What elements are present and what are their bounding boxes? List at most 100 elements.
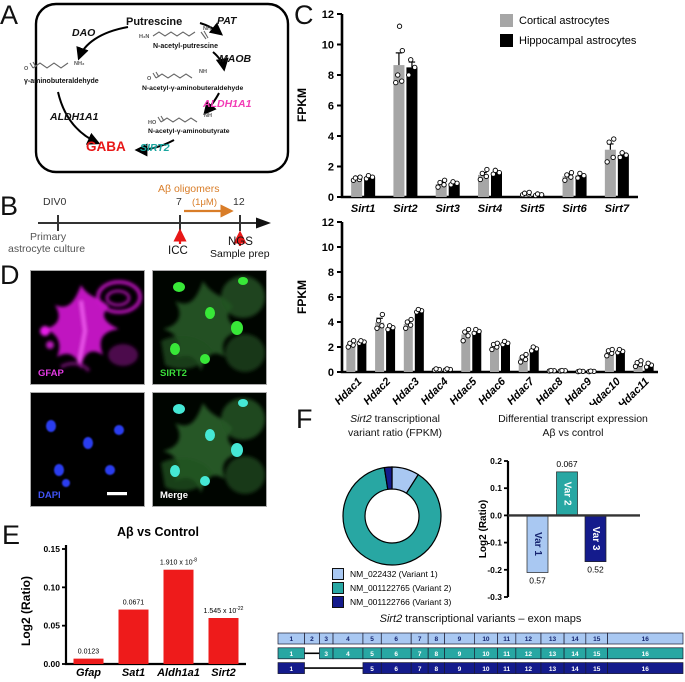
data-point <box>396 23 403 29</box>
x-category-label: Hdac11 <box>616 376 652 405</box>
fpkm-bar-charts: 0 2 4 6 8 10 12 FPKM Sirt1 Sirt2 Sirt3 Sirt4 Sirt5 Si… <box>295 9 658 405</box>
exon-number: 11 <box>503 651 510 658</box>
molecule-nacetyl-gab-butyrate-structure <box>157 115 198 123</box>
chem-label-ho: HO <box>148 120 157 126</box>
ab-oligomers-label: Aβ oligomers <box>158 183 220 195</box>
bar <box>375 322 385 372</box>
legend-label-cortical: Cortical astrocytes <box>519 14 610 27</box>
panel-e-label: E <box>2 520 21 550</box>
y-axis-title: Log2 (Ratio) <box>19 576 33 646</box>
exon-number: 9 <box>458 651 462 658</box>
bar <box>351 178 363 197</box>
data-point <box>534 191 541 197</box>
molecule-nacetyl-putrescine-structure <box>152 30 209 40</box>
data-point <box>347 340 353 346</box>
panel-a-label: A <box>0 0 19 30</box>
pathway-diagram: O NH₂ H₂N NH O NH HO NH <box>24 2 290 174</box>
legend-swatch-variant3 <box>332 596 344 608</box>
donut-title-italic: Sirt2 <box>350 413 372 425</box>
exon-number: 16 <box>642 666 650 673</box>
exon-number: 8 <box>435 651 439 658</box>
exon-number: 9 <box>458 636 462 643</box>
exon-number: 5 <box>370 666 374 673</box>
gfap-image <box>31 271 144 384</box>
data-point <box>450 179 456 185</box>
arrow-aldh1a1-right <box>203 92 220 115</box>
node-gaba: GABA <box>86 139 126 154</box>
y-tick-label: 4 <box>328 317 335 329</box>
data-point <box>441 177 448 183</box>
arrow-dao <box>76 26 129 61</box>
data-point <box>623 152 629 158</box>
data-point <box>477 176 483 183</box>
molecule-gab-aldehyde-structure <box>29 61 69 69</box>
data-point <box>473 326 479 333</box>
data-point <box>496 169 502 176</box>
data-point <box>616 346 623 353</box>
data-point <box>365 172 372 179</box>
exon-number: 13 <box>549 666 557 673</box>
y-tick-label: 12 <box>322 9 334 21</box>
bar <box>118 609 149 664</box>
data-point <box>483 173 489 180</box>
bar <box>490 346 499 372</box>
data-point <box>406 72 412 78</box>
data-point <box>393 79 399 86</box>
exon-number: 6 <box>394 666 398 673</box>
legend-variant2: NM_001122765 (Variant 2) <box>332 582 451 594</box>
y-tick-label: 0 <box>328 192 334 204</box>
primary-culture-line1: Primary <box>30 231 67 243</box>
data-point <box>517 359 524 365</box>
y-tick-label: 0.1 <box>490 483 502 493</box>
panel-e: E Aβ vs Control 0.00 0.05 0.10 0.15 Log2 (Rat… <box>0 516 266 682</box>
exon-number: 14 <box>571 666 579 673</box>
chem-label-nh: NH <box>204 113 212 119</box>
data-point <box>575 175 581 181</box>
y-tick-label: -0.3 <box>487 592 502 602</box>
x-category-label: Hdac6 <box>476 375 508 405</box>
legend-variant3: NM_001122766 (Variant 3) <box>332 596 451 608</box>
donut-slice <box>383 466 393 491</box>
ab-vs-control-chart: Aβ vs Control 0.00 0.05 0.10 0.15 Log2 (Ratio… <box>19 525 246 679</box>
bar <box>604 352 614 372</box>
exon-number: 10 <box>482 666 490 673</box>
data-point <box>530 344 536 350</box>
y-tick-label: -0.2 <box>487 565 502 575</box>
merge-label: Merge <box>160 490 188 501</box>
node-nacetyl-gab-butyrate: N-acetyl-γ-aminobutyrate <box>148 128 230 135</box>
ab-concentration-label: (1μM) <box>192 197 217 208</box>
bar-value-label: 0.0123 <box>78 649 100 656</box>
node-putrescine: Putrescine <box>126 16 183 28</box>
exon-box <box>607 647 684 660</box>
exon-number: 5 <box>370 651 374 658</box>
exon-number: 12 <box>525 651 533 658</box>
donut-slice <box>342 466 442 566</box>
data-point <box>465 333 471 339</box>
exon-number: 12 <box>525 636 533 643</box>
primary-culture-line2: astrocyte culture <box>8 243 86 255</box>
data-point <box>645 360 651 366</box>
y-tick-label: 12 <box>322 217 334 229</box>
bar <box>406 67 418 197</box>
exon-number: 14 <box>571 651 579 658</box>
exon-number: 11 <box>503 666 510 673</box>
exon-number: 1 <box>289 666 293 673</box>
bar <box>461 334 471 372</box>
exon-number: 4 <box>346 636 350 643</box>
data-point <box>408 57 414 63</box>
data-point <box>408 316 414 323</box>
sample-prep-label: Sample prep <box>210 248 270 260</box>
chem-label-h2n: H₂N <box>139 34 149 40</box>
legend-variant1: NM_022432 (Variant 1) <box>332 568 438 580</box>
enzyme-sirt2: SIRT2 <box>140 142 170 154</box>
bar <box>73 658 104 664</box>
x-category-label: Sirt3 <box>435 203 459 215</box>
exon-number: 6 <box>394 651 398 658</box>
data-point <box>619 150 625 156</box>
exon-map-rows: 1 2 3 4 5 6 7 8 9 10 11 12 13 14 15 161 3 4 5 6 7 8 9 10 11 12 13 1… <box>277 632 684 674</box>
x-category-label: Sirt4 <box>478 203 502 215</box>
exon-number: 12 <box>525 666 533 673</box>
timeline-div0: DIV0 <box>43 196 67 208</box>
y-tick-label: 10 <box>322 40 334 52</box>
data-point <box>375 318 382 324</box>
